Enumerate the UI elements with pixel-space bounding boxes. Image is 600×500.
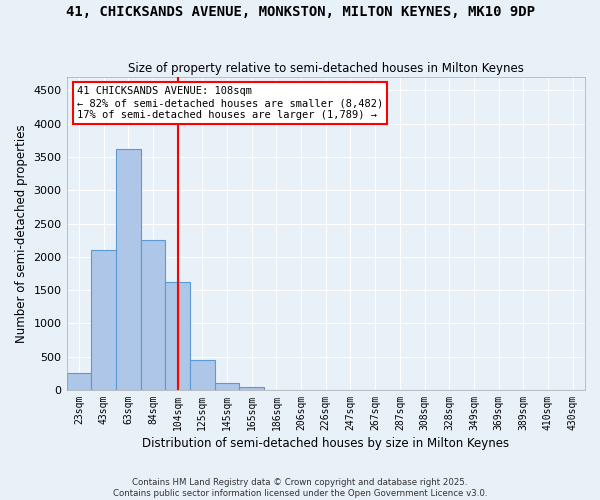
Title: Size of property relative to semi-detached houses in Milton Keynes: Size of property relative to semi-detach…: [128, 62, 524, 74]
Bar: [91, 250, 116, 390]
Bar: [165, 282, 190, 390]
Bar: [215, 384, 239, 390]
Bar: [67, 374, 91, 390]
X-axis label: Distribution of semi-detached houses by size in Milton Keynes: Distribution of semi-detached houses by …: [142, 437, 509, 450]
Y-axis label: Number of semi-detached properties: Number of semi-detached properties: [15, 124, 28, 343]
Bar: [190, 360, 215, 390]
Bar: [239, 387, 264, 390]
Text: 41 CHICKSANDS AVENUE: 108sqm
← 82% of semi-detached houses are smaller (8,482)
1: 41 CHICKSANDS AVENUE: 108sqm ← 82% of se…: [77, 86, 383, 120]
Bar: [140, 240, 165, 390]
Text: 41, CHICKSANDS AVENUE, MONKSTON, MILTON KEYNES, MK10 9DP: 41, CHICKSANDS AVENUE, MONKSTON, MILTON …: [65, 5, 535, 19]
Bar: [116, 148, 140, 390]
Text: Contains HM Land Registry data © Crown copyright and database right 2025.
Contai: Contains HM Land Registry data © Crown c…: [113, 478, 487, 498]
